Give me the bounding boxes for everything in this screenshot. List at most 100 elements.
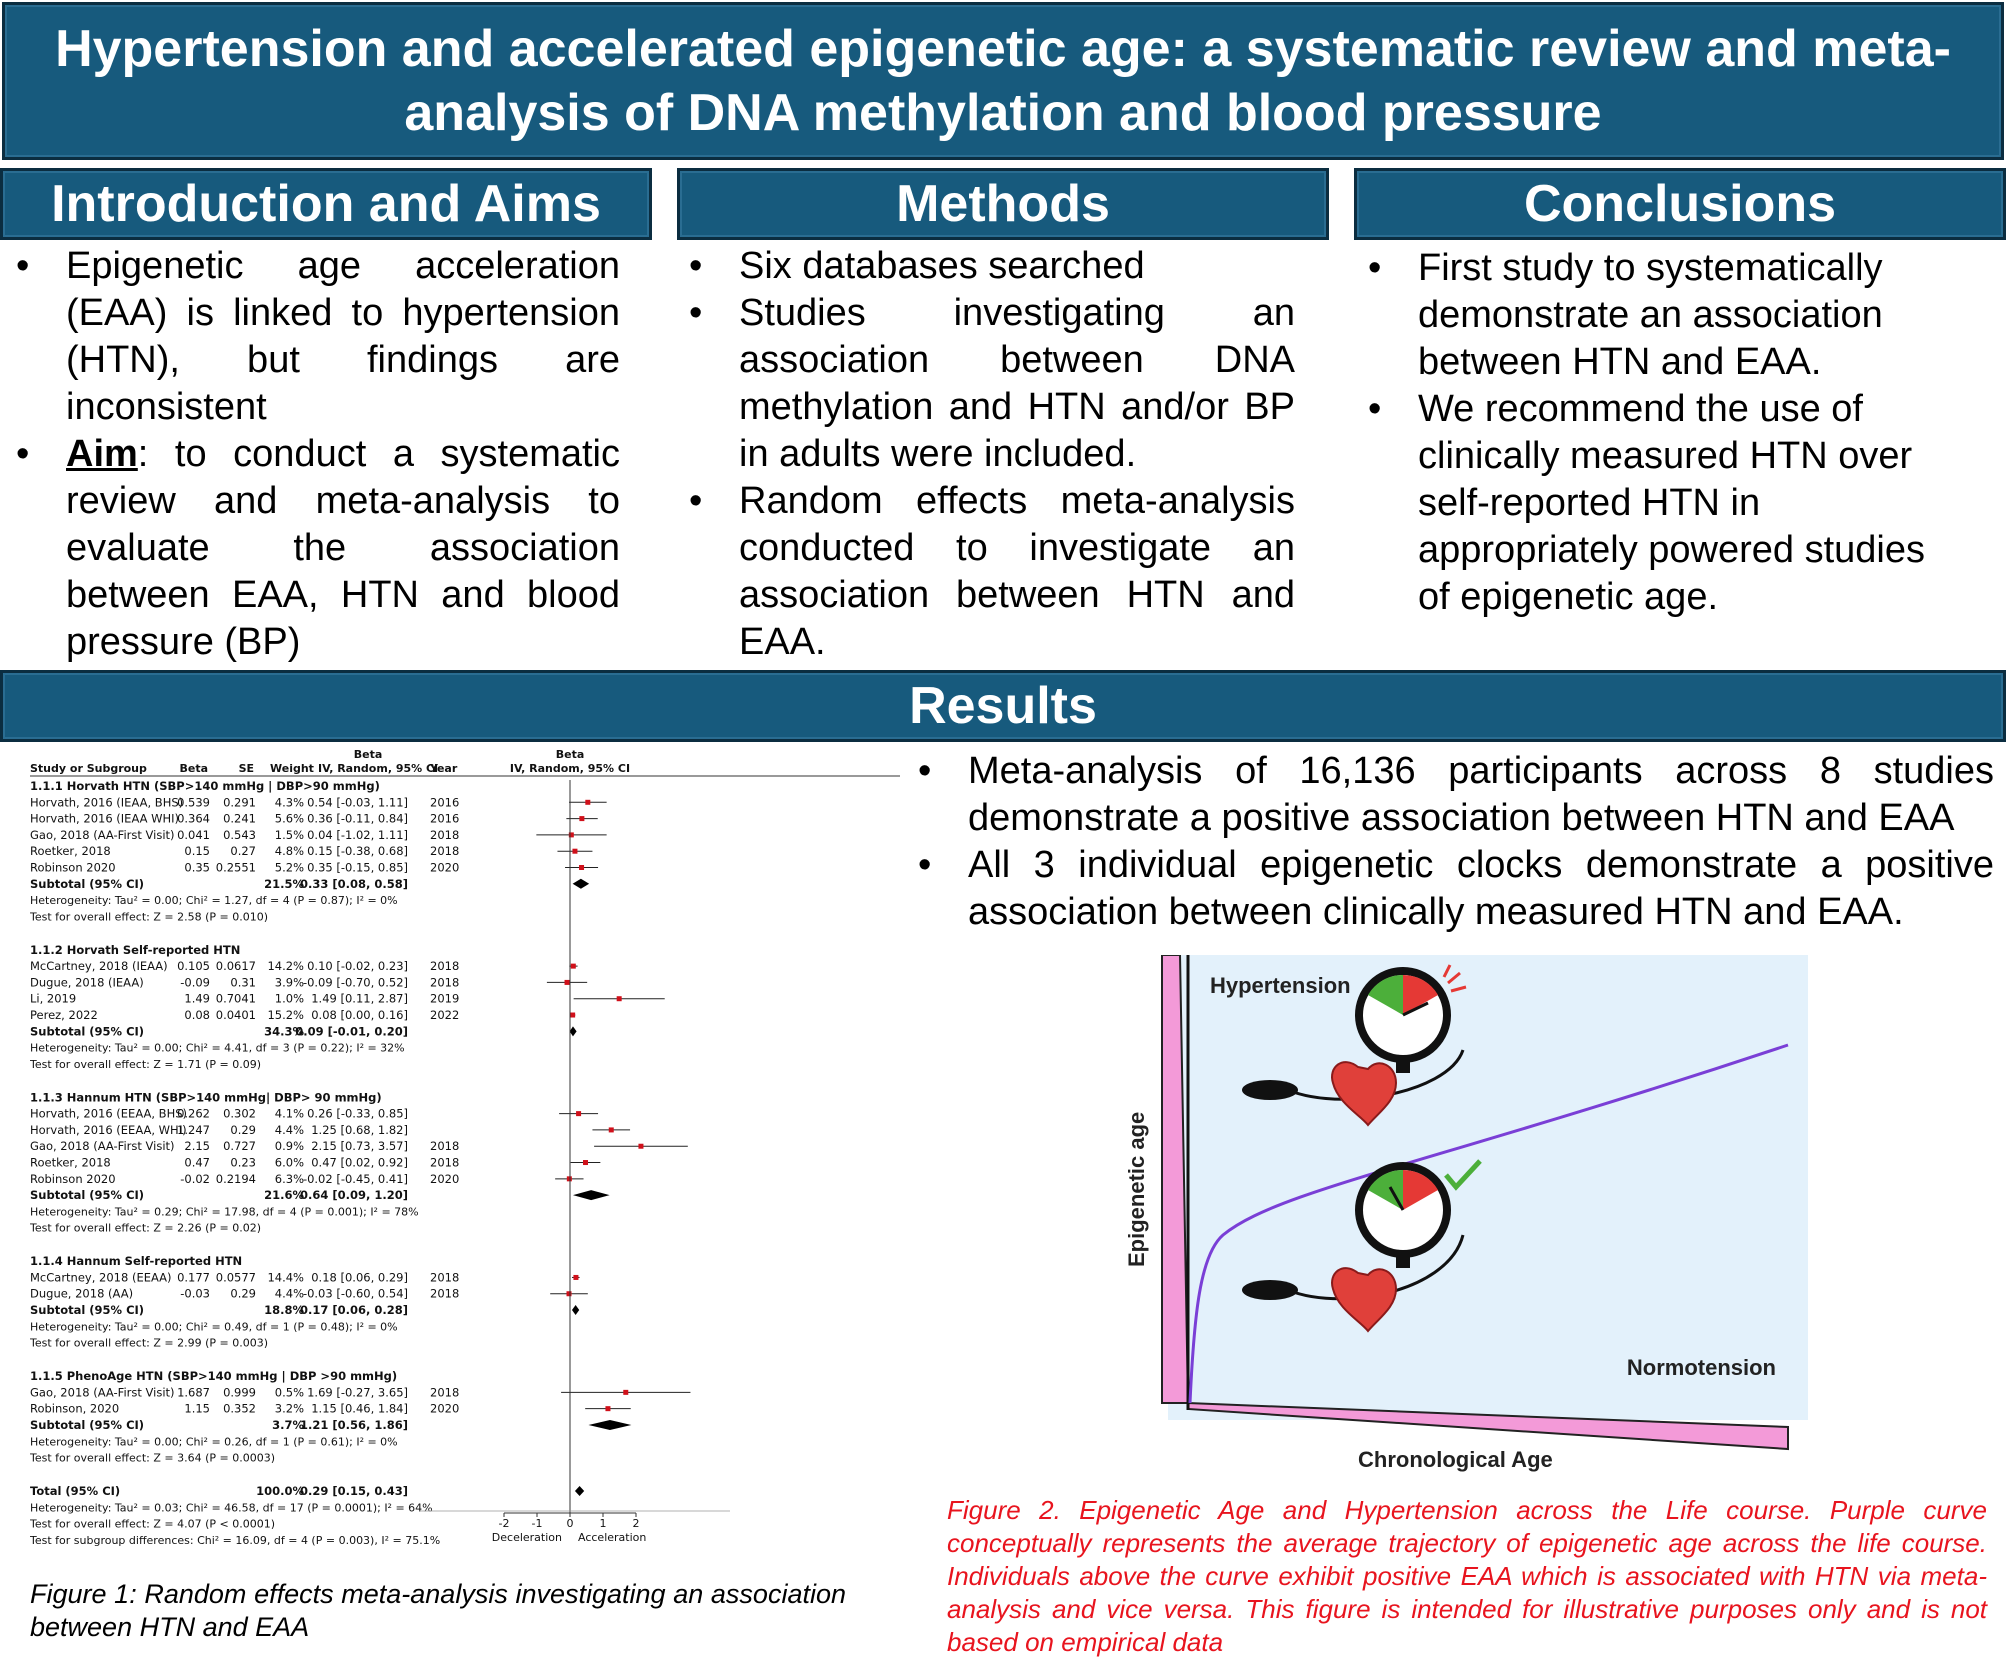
forest-row-point	[579, 816, 585, 822]
forest-row-ci: 0.36 [-0.11, 0.84]	[307, 812, 408, 826]
forest-row-study: Robinson 2020	[30, 861, 116, 875]
forest-row-year: 2016	[430, 812, 459, 826]
methods-item-text: Studies investigating an association bet…	[739, 292, 1295, 475]
forest-subgroup-test: Test for subgroup differences: Chi² = 16…	[30, 1534, 440, 1547]
forest-total-test: Test for overall effect: Z = 4.07 (P < 0…	[30, 1518, 275, 1531]
forest-col-year: Year	[429, 762, 458, 775]
results-item: • All 3 individual epigenetic clocks demo…	[912, 842, 1994, 936]
forest-row-point	[576, 1111, 582, 1117]
forest-row-study: Horvath, 2016 (EEAA, WHI)	[30, 1123, 187, 1137]
forest-heterogeneity: Heterogeneity: Tau² = 0.00; Chi² = 4.41,…	[30, 1042, 405, 1055]
forest-row-beta: 1.15	[184, 1402, 210, 1416]
forest-row-se: 0.727	[223, 1139, 256, 1153]
conclusions-list: • First study to systematically demonstra…	[1362, 245, 1962, 621]
forest-row-year: 2018	[430, 975, 459, 989]
forest-heterogeneity: Heterogeneity: Tau² = 0.00; Chi² = 0.49,…	[30, 1320, 398, 1333]
forest-subtotal-diamond	[588, 1419, 632, 1430]
forest-row-study: Gao, 2018 (AA-First Visit)	[30, 1139, 175, 1153]
forest-tick-label: 1	[600, 1517, 607, 1530]
forest-row-ci: -0.09 [-0.70, 0.52]	[303, 975, 408, 989]
y-axis-label: Epigenetic age	[1128, 1112, 1149, 1267]
forest-row-study: McCartney, 2018 (EEAA)	[30, 1270, 172, 1284]
methods-list: • Six databases searched • Studies investi…	[683, 243, 1295, 666]
forest-heterogeneity: Heterogeneity: Tau² = 0.29; Chi² = 17.98…	[30, 1205, 419, 1218]
forest-row-beta: -0.09	[180, 975, 210, 989]
forest-row-se: 0.241	[223, 812, 256, 826]
forest-subtotal-weight: 3.7%	[272, 1418, 304, 1432]
forest-subtotal-diamond	[569, 1026, 577, 1037]
forest-row-ci: 0.08 [0.00, 0.16]	[311, 1008, 408, 1022]
forest-subtotal-ci: 1.21 [0.56, 1.86]	[300, 1418, 408, 1432]
forest-col-study: Study or Subgroup	[30, 762, 147, 775]
forest-subtotal-diamond	[572, 1190, 610, 1201]
forest-row-point	[616, 996, 622, 1002]
forest-row-point	[566, 1291, 572, 1297]
forest-tick-label: 0	[567, 1517, 574, 1530]
forest-row-year: 2018	[430, 844, 459, 858]
forest-row-weight: 15.2%	[267, 1008, 304, 1022]
forest-row-study: McCartney, 2018 (IEAA)	[30, 959, 168, 973]
forest-row-point	[605, 1406, 611, 1412]
forest-row-beta: 0.177	[177, 1270, 210, 1284]
forest-row-beta: 0.364	[177, 812, 210, 826]
forest-overall-test: Test for overall effect: Z = 3.64 (P = 0…	[30, 1452, 275, 1465]
forest-row-study: Gao, 2018 (AA-First Visit)	[30, 828, 175, 842]
forest-row-weight: 14.2%	[267, 959, 304, 973]
forest-subtotal-weight: 21.5%	[264, 877, 304, 891]
forest-row-year: 2020	[430, 861, 459, 875]
forest-row-year: 2020	[430, 1172, 459, 1186]
forest-row-weight: 4.1%	[275, 1107, 304, 1121]
forest-row-year: 2018	[430, 1270, 459, 1284]
forest-row-point	[585, 799, 591, 805]
forest-row-se: 0.2551	[216, 861, 256, 875]
forest-row-se: 0.0617	[216, 959, 256, 973]
forest-row-beta: 0.35	[184, 861, 210, 875]
results-item-text: All 3 individual epigenetic clocks demon…	[968, 844, 1994, 933]
forest-overall-test: Test for overall effect: Z = 2.99 (P = 0…	[30, 1337, 268, 1350]
intro-item-text: Epigenetic age acceleration (EAA) is lin…	[66, 245, 620, 428]
forest-row-se: 0.999	[223, 1385, 256, 1399]
forest-row-ci: 2.15 [0.73, 3.57]	[311, 1139, 408, 1153]
bullet: •	[918, 844, 932, 886]
forest-row-ci: 0.15 [-0.38, 0.68]	[307, 844, 408, 858]
forest-row-year: 2018	[430, 828, 459, 842]
forest-col-ci: IV, Random, 95% CI	[318, 762, 438, 775]
forest-subtotal-ci: 0.64 [0.09, 1.20]	[300, 1188, 408, 1202]
forest-total-diamond	[574, 1485, 585, 1496]
forest-row-weight: 0.9%	[275, 1139, 304, 1153]
intro-item: • Epigenetic age acceleration (EAA) is li…	[10, 243, 620, 431]
forest-row-year: 2020	[430, 1402, 459, 1416]
section-header-methods: Methods	[677, 168, 1329, 240]
forest-row-weight: 4.4%	[275, 1287, 304, 1301]
section-header-intro: Introduction and Aims	[0, 168, 652, 240]
forest-row-weight: 3.9%	[275, 975, 304, 989]
bullet: •	[918, 750, 932, 792]
forest-row-weight: 0.5%	[275, 1385, 304, 1399]
results-item: • Meta-analysis of 16,136 participants ac…	[912, 748, 1994, 842]
forest-row-se: 0.543	[223, 828, 256, 842]
forest-overall-test: Test for overall effect: Z = 2.58 (P = 0…	[30, 910, 268, 923]
forest-row-se: 0.2194	[216, 1172, 256, 1186]
forest-row-study: Dugue, 2018 (AA)	[30, 1287, 133, 1301]
gauge-high-icon	[1242, 964, 1467, 1127]
forest-row-beta: 0.262	[177, 1107, 210, 1121]
forest-row-point	[579, 865, 585, 870]
forest-total-ci: 0.29 [0.15, 0.43]	[300, 1484, 408, 1498]
label-hypertension: Hypertension	[1210, 973, 1351, 998]
forest-row-point	[570, 963, 576, 969]
forest-row-point	[570, 1012, 576, 1018]
forest-col-beta: Beta	[179, 762, 208, 775]
forest-row-ci: 1.15 [0.46, 1.84]	[311, 1402, 408, 1416]
forest-row-study: Horvath, 2016 (EEAA, BHS)	[30, 1107, 187, 1121]
forest-row-year: 2019	[430, 992, 459, 1006]
forest-plot-graphics: Beta Beta Study or Subgroup Beta SE Weight IV,…	[30, 748, 900, 1547]
epigenetic-trajectory-curve	[1188, 1043, 1789, 1404]
forest-col-se: SE	[239, 762, 254, 775]
forest-tick-label: -2	[499, 1517, 510, 1530]
forest-row-ci: 1.49 [0.11, 2.87]	[311, 992, 408, 1006]
conclusions-item: • We recommend the use of clinically meas…	[1362, 386, 1962, 621]
forest-row-point	[623, 1389, 629, 1395]
bullet: •	[689, 292, 703, 334]
conclusions-item-text: We recommend the use of clinically measu…	[1418, 388, 1925, 618]
forest-subtotal-ci: 0.09 [-0.01, 0.20]	[295, 1024, 408, 1038]
